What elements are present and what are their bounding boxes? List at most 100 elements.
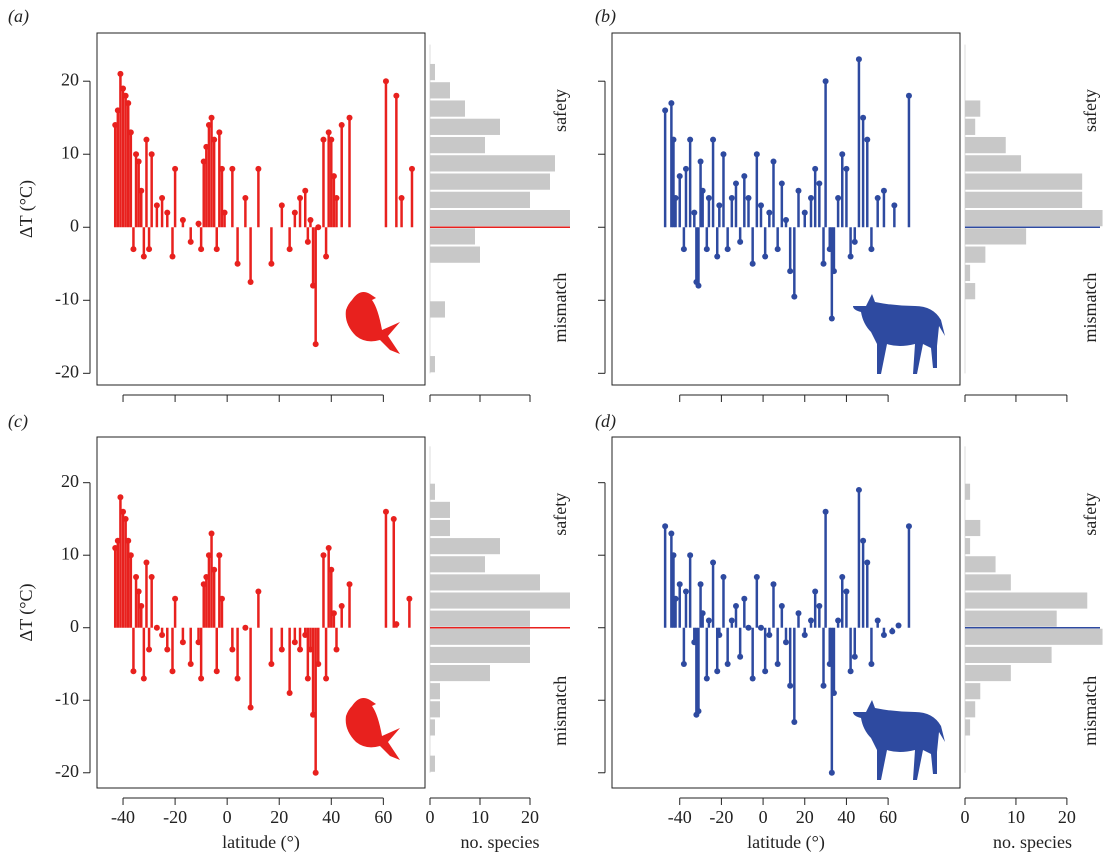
lollipop-head xyxy=(304,675,311,682)
hist-bar xyxy=(430,646,530,663)
hist-bar xyxy=(965,538,971,555)
hist-bar xyxy=(430,519,450,537)
x-axis-label: latitude (°) xyxy=(222,832,300,852)
lollipop-head xyxy=(860,537,867,544)
lollipop-head xyxy=(216,129,223,136)
lollipop-head xyxy=(218,165,225,172)
lollipop-head xyxy=(705,195,712,202)
annotation: safety xyxy=(1080,493,1100,536)
lollipop-head xyxy=(770,158,777,165)
lollipop-head xyxy=(229,165,236,172)
y-tick-label: -20 xyxy=(55,761,79,781)
lollipop-head xyxy=(120,85,127,92)
lollipop-head xyxy=(687,136,694,143)
lollipop-head xyxy=(697,581,704,588)
lollipop-head xyxy=(159,631,166,638)
hist-bar xyxy=(965,683,981,700)
x-tick-label: 20 xyxy=(796,807,814,827)
lollipop-head xyxy=(221,209,228,216)
lollipop-head xyxy=(791,719,798,726)
lollipop-head xyxy=(169,668,176,675)
lollipop-head xyxy=(668,100,675,107)
lollipop-head xyxy=(153,624,160,631)
x-tick-label: 60 xyxy=(374,807,392,827)
lollipop-head xyxy=(728,617,735,624)
lollipop-head xyxy=(749,675,756,682)
lollipop-head xyxy=(874,195,881,202)
panel: 0 10 20 no. species safety mismatch xyxy=(961,446,1103,852)
lollipop-head xyxy=(320,552,327,559)
lollipop-head xyxy=(408,165,415,172)
hist-bar xyxy=(430,701,440,718)
lollipop-head xyxy=(140,253,147,260)
lollipop-head xyxy=(393,92,400,99)
lollipop-head xyxy=(234,675,241,682)
lollipop-head xyxy=(325,544,332,551)
lollipop-head xyxy=(822,78,829,85)
x-tick-label: 20 xyxy=(270,807,288,827)
panels: (a) -20 -10 0 10 20 ΔT (°C) safety mismatch (b) sa… xyxy=(8,6,1103,852)
lollipop-head xyxy=(297,195,304,202)
lollipop-head xyxy=(330,610,337,617)
hist-bar xyxy=(965,719,971,736)
lollipop-head xyxy=(146,646,153,653)
lollipop-head xyxy=(716,202,723,209)
lollipop-head xyxy=(778,602,785,609)
lollipop-head xyxy=(787,268,794,275)
lollipop-head xyxy=(390,515,397,522)
lollipop-head xyxy=(812,165,819,172)
lollipop-head xyxy=(839,573,846,580)
lollipop-head xyxy=(835,617,842,624)
lollipop-head xyxy=(286,689,293,696)
lollipop-head xyxy=(724,660,731,667)
lollipop-head xyxy=(835,195,842,202)
lollipop-head xyxy=(880,187,887,194)
y-tick-label: 20 xyxy=(61,471,79,491)
y-tick-label: 0 xyxy=(70,215,79,235)
lollipop-head xyxy=(905,92,912,99)
lollipop-head xyxy=(860,114,867,121)
lollipop-head xyxy=(148,573,155,580)
annotation: safety xyxy=(550,89,570,132)
lollipop-head xyxy=(732,602,739,609)
hist-bar xyxy=(430,356,435,373)
lollipop-head xyxy=(889,628,896,635)
lollipop-head xyxy=(130,246,137,253)
annotation: mismatch xyxy=(550,273,570,343)
lollipop-head xyxy=(164,209,171,216)
lollipop-head xyxy=(720,151,727,158)
lollipop-head xyxy=(745,195,752,202)
lollipop-head xyxy=(120,508,127,515)
lollipop-head xyxy=(868,660,875,667)
hist-bar xyxy=(965,136,1006,154)
lollipop-head xyxy=(812,588,819,595)
lollipop-head xyxy=(778,180,785,187)
lollipop-head xyxy=(323,253,330,260)
x-tick-label: 40 xyxy=(837,807,855,827)
panel: (a) -20 -10 0 10 20 ΔT (°C) xyxy=(8,6,426,402)
lollipop-head xyxy=(315,224,322,231)
hist-bar xyxy=(430,100,465,117)
annotation: mismatch xyxy=(1080,273,1100,343)
panel-label: (b) xyxy=(595,6,616,27)
lollipop-head xyxy=(328,566,335,573)
hist-bar xyxy=(430,628,530,645)
lollipop-head xyxy=(783,639,789,646)
y-tick-label: 0 xyxy=(70,616,79,636)
lollipop-head xyxy=(822,508,829,515)
lollipop-head xyxy=(143,136,150,143)
plot-frame xyxy=(96,32,426,386)
x-axis-label: no. species xyxy=(993,832,1072,852)
lollipop-head xyxy=(741,173,748,180)
lollipop-head xyxy=(791,293,798,300)
x-axis-label: no. species xyxy=(461,832,540,852)
hist-bar xyxy=(430,592,570,609)
x-tick-label: 20 xyxy=(1058,807,1076,827)
hist-bar xyxy=(965,283,976,300)
lollipop-head xyxy=(762,668,769,675)
hist-bar xyxy=(965,246,986,263)
lollipop-head xyxy=(868,246,875,253)
hist-bar xyxy=(965,100,981,117)
lollipop-head xyxy=(699,610,706,617)
lollipop-head xyxy=(808,195,815,202)
